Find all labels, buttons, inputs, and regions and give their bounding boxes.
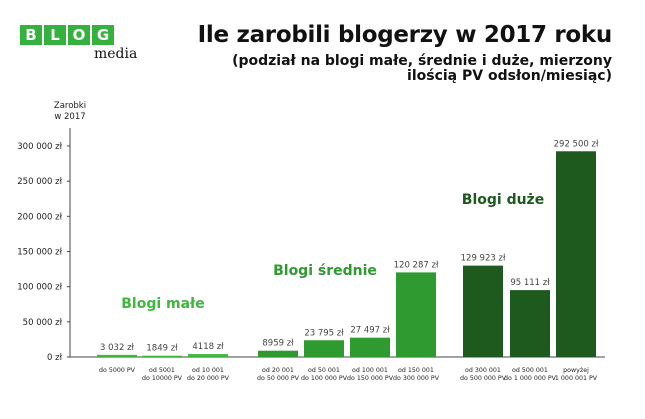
y-tick-label: 200 000 zł (17, 212, 62, 222)
logo-letter: B (20, 25, 42, 45)
bar-value-label: 95 111 zł (510, 278, 550, 288)
bar-value-label: 3 032 zł (100, 343, 134, 353)
logo-letter: G (92, 25, 114, 45)
x-tick-label: 1 000 001 PV (555, 375, 598, 382)
bar-value-label: 1849 zł (146, 344, 178, 354)
x-tick-label: od 50 001 (308, 367, 340, 374)
bar (510, 290, 550, 357)
x-tick-label: do 1 000 000 PV (504, 375, 557, 382)
x-tick-label: do 300 000 PV (393, 375, 440, 382)
subtitle-line-1: (podział na blogi małe, średnie i duże, … (232, 53, 612, 69)
y-axis-label: w 2017 (54, 112, 85, 122)
group-label: Blogi małe (121, 296, 205, 312)
y-tick-label: 0 zł (47, 353, 63, 363)
bar-value-label: 23 795 zł (304, 328, 344, 338)
bar (258, 350, 298, 357)
y-tick-label: 50 000 zł (23, 318, 63, 328)
x-tick-label: od 100 001 (352, 367, 388, 374)
x-tick-label: do 5000 PV (99, 367, 136, 374)
bar-value-label: 27 497 zł (350, 326, 390, 336)
bar-value-label: 120 287 zł (394, 260, 439, 270)
bar (97, 354, 137, 357)
x-tick-label: do 500 000 PV (460, 375, 507, 382)
y-axis-label: Zarobki (54, 101, 86, 111)
x-tick-label: od 5001 (149, 367, 175, 374)
bar-value-label: 129 923 zł (461, 254, 506, 264)
x-tick-label: od 300 001 (465, 367, 501, 374)
chart-title: Ile zarobili blogerzy w 2017 roku (197, 22, 613, 48)
brand-word: media (94, 46, 138, 62)
bar (188, 354, 228, 357)
bar-value-label: 4118 zł (192, 342, 224, 352)
bar (304, 340, 344, 357)
x-tick-label: do 100 000 PV (301, 375, 348, 382)
x-tick-label: od 10 001 (192, 367, 224, 374)
logo-letter: O (68, 25, 90, 45)
group-label: Blogi średnie (273, 263, 377, 279)
bar-value-label: 8959 zł (262, 339, 294, 349)
subtitle-line-2: ilością PV odsłon/miesiąc) (407, 68, 612, 84)
chart-subtitle: (podział na blogi małe, średnie i duże, … (232, 54, 612, 84)
bar (463, 265, 503, 357)
bar (350, 337, 390, 357)
x-tick-label: do 10000 PV (142, 375, 183, 382)
y-tick-label: 300 000 zł (17, 142, 62, 152)
y-tick-label: 250 000 zł (17, 177, 62, 187)
x-tick-label: powyżej (563, 367, 589, 374)
x-tick-label: do 50 000 PV (257, 375, 300, 382)
group-label: Blogi duże (462, 192, 544, 208)
x-tick-label: od 500 001 (512, 367, 548, 374)
bar (142, 355, 182, 357)
x-tick-label: do 150 000 PV (347, 375, 394, 382)
bar-value-label: 292 500 zł (554, 139, 599, 149)
x-tick-label: od 150 001 (398, 367, 434, 374)
logo-letter: L (44, 25, 66, 45)
bar (396, 272, 436, 357)
y-tick-label: 100 000 zł (17, 283, 62, 293)
y-tick-label: 150 000 zł (17, 248, 62, 258)
x-tick-label: do 20 000 PV (187, 375, 230, 382)
bar (556, 151, 596, 357)
x-tick-label: od 20 001 (262, 367, 294, 374)
